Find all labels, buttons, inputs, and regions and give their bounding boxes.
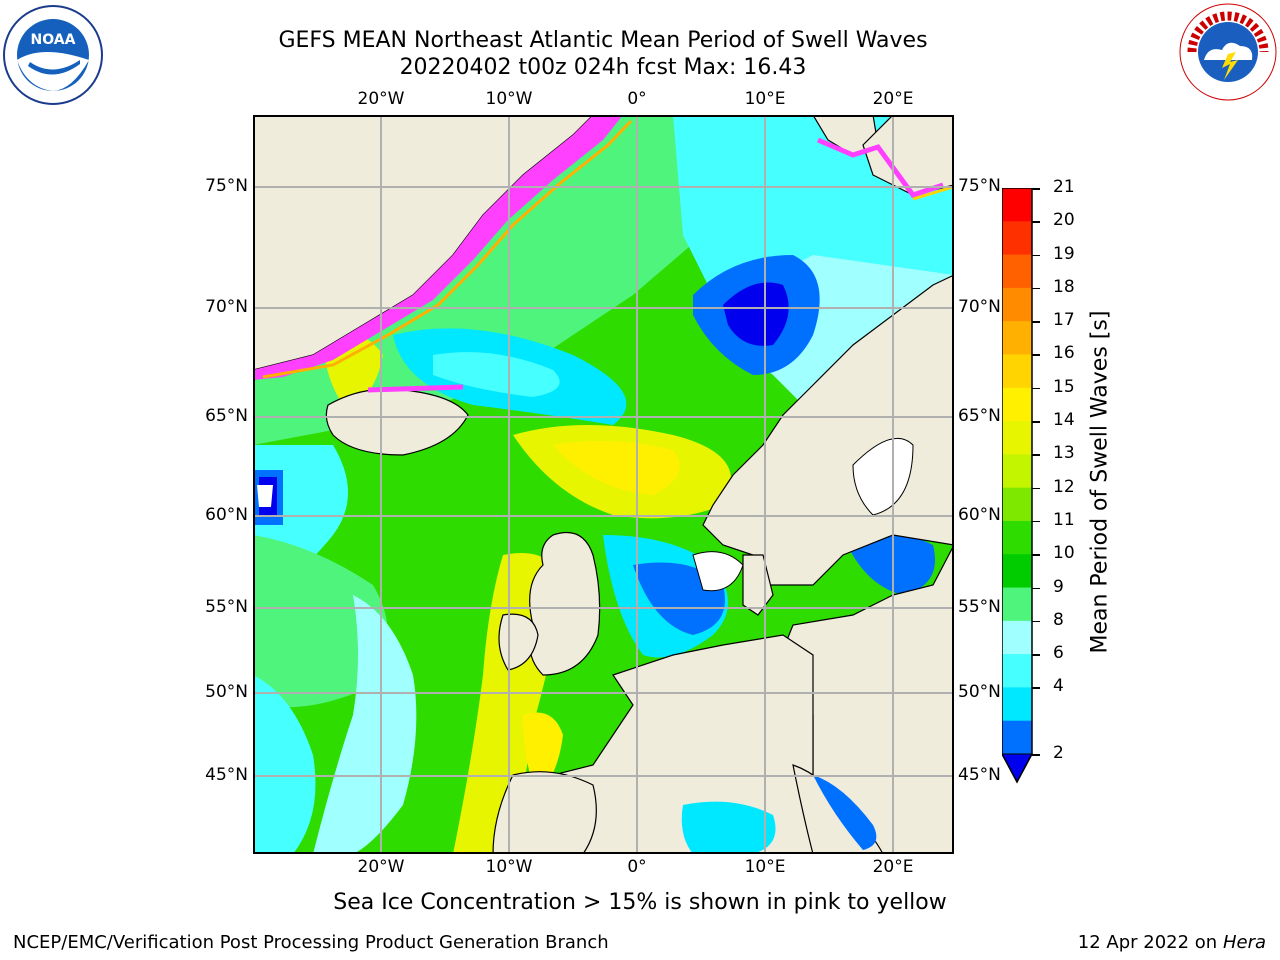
colorbar-tick-mark <box>1032 287 1040 290</box>
colorbar-tick-label: 8 <box>1053 609 1064 630</box>
colorbar-tick-label: 10 <box>1053 543 1075 564</box>
lat-label-right: 55°N <box>958 597 1001 617</box>
lon-label-bottom: 20°W <box>357 857 405 877</box>
colorbar-tick-label: 11 <box>1053 509 1075 530</box>
footer-date-text: 12 Apr 2022 on <box>1077 932 1223 953</box>
colorbar-tick-mark <box>1032 354 1040 356</box>
colorbar-tick-mark <box>1032 254 1040 257</box>
lat-label-left: 75°N <box>205 176 248 196</box>
colorbar-tick-label: 13 <box>1053 443 1075 464</box>
lat-label-right: 50°N <box>958 682 1001 702</box>
colorbar-tick-label: 20 <box>1053 210 1075 231</box>
lat-label-right: 45°N <box>958 765 1001 785</box>
colorbar-band <box>1002 354 1032 389</box>
colorbar-tick-mark <box>1032 754 1040 756</box>
colorbar-tick-label: 6 <box>1053 643 1064 664</box>
colorbar-tick-mark <box>1032 554 1040 556</box>
lat-label-right: 60°N <box>958 505 1001 525</box>
lon-label-top: 20°W <box>357 89 405 109</box>
colorbar-band <box>1002 321 1032 355</box>
svg-text:NOAA: NOAA <box>31 32 76 48</box>
colorbar-tick-mark <box>1032 321 1040 323</box>
colorbar-band <box>1002 687 1032 722</box>
lon-label-bottom: 10°E <box>744 857 786 877</box>
colorbar-tick-label: 18 <box>1053 276 1075 297</box>
colorbar-band <box>1002 720 1032 755</box>
lat-label-left: 45°N <box>205 765 248 785</box>
footer-credit: NCEP/EMC/Verification Post Processing Pr… <box>13 932 609 953</box>
colorbar-tick-label: 4 <box>1053 676 1064 697</box>
colorbar-band <box>1002 487 1032 522</box>
colorbar-tick-label: 12 <box>1053 476 1075 497</box>
lon-label-bottom: 10°W <box>485 857 533 877</box>
lat-label-left: 60°N <box>205 505 248 525</box>
colorbar-tick-mark <box>1032 487 1040 490</box>
lon-label-bottom: 0° <box>627 857 647 877</box>
lon-label-top: 0° <box>627 89 647 109</box>
colorbar-title: Mean Period of Swell Waves [s] <box>1087 310 1113 654</box>
colorbar-frame <box>1001 187 1033 784</box>
colorbar-tick-label: 14 <box>1053 410 1075 431</box>
lat-label-right: 75°N <box>958 176 1001 196</box>
colorbar-band <box>1002 620 1032 655</box>
colorbar-tick-label: 2 <box>1053 743 1064 763</box>
swell-period-map <box>253 115 954 854</box>
colorbar-tick-mark <box>1032 654 1040 656</box>
colorbar-band <box>1002 421 1032 455</box>
colorbar-tick-mark <box>1032 221 1040 223</box>
colorbar-band <box>1002 520 1032 555</box>
lat-label-right: 65°N <box>958 406 1001 426</box>
map-subtitle: 20220402 t00z 024h fcst Max: 16.43 <box>399 55 807 80</box>
colorbar-band <box>1002 254 1032 289</box>
colorbar <box>1001 187 1036 784</box>
colorbar-band <box>1002 221 1032 256</box>
lon-label-top: 10°E <box>744 89 786 109</box>
colorbar-band <box>1002 287 1032 322</box>
colorbar-tick-mark <box>1032 620 1040 623</box>
colorbar-extend-arrow <box>1001 753 1033 784</box>
colorbar-tick-mark <box>1032 520 1040 523</box>
lat-label-left: 70°N <box>205 297 248 317</box>
map-title: GEFS MEAN Northeast Atlantic Mean Period… <box>278 28 928 53</box>
lon-label-top: 10°W <box>485 89 533 109</box>
colorbar-tick-mark <box>1032 587 1040 590</box>
colorbar-tick-label: 19 <box>1053 243 1075 264</box>
colorbar-tick-label: 17 <box>1053 310 1075 331</box>
colorbar-band <box>1002 654 1032 688</box>
footer-date: 12 Apr 2022 on Hera <box>1078 932 1266 953</box>
lon-label-top: 20°E <box>872 89 914 109</box>
colorbar-band <box>1002 454 1032 489</box>
colorbar-tick-label: 15 <box>1053 376 1075 397</box>
colorbar-tick-label: 21 <box>1053 177 1075 197</box>
lat-label-left: 50°N <box>205 682 248 702</box>
lat-label-right: 70°N <box>958 297 1001 317</box>
sea-ice-caption: Sea Ice Concentration > 15% is shown in … <box>333 890 947 915</box>
colorbar-band <box>1002 554 1032 589</box>
colorbar-tick-label: 9 <box>1053 576 1064 597</box>
colorbar-band <box>1002 188 1032 222</box>
colorbar-band <box>1002 387 1032 422</box>
footer-host: Hera <box>1222 932 1266 953</box>
lat-label-left: 55°N <box>205 597 248 617</box>
colorbar-tick-mark <box>1032 188 1040 190</box>
colorbar-tick-mark <box>1032 454 1040 456</box>
lon-label-bottom: 20°E <box>872 857 914 877</box>
noaa-logo-icon: NOAA <box>2 4 104 106</box>
colorbar-band <box>1002 587 1032 622</box>
lat-label-left: 65°N <box>205 406 248 426</box>
colorbar-tick-mark <box>1032 421 1040 423</box>
nws-logo-icon <box>1178 2 1278 102</box>
colorbar-tick-label: 16 <box>1053 343 1075 364</box>
colorbar-tick-mark <box>1032 687 1040 689</box>
colorbar-tick-mark <box>1032 387 1040 390</box>
